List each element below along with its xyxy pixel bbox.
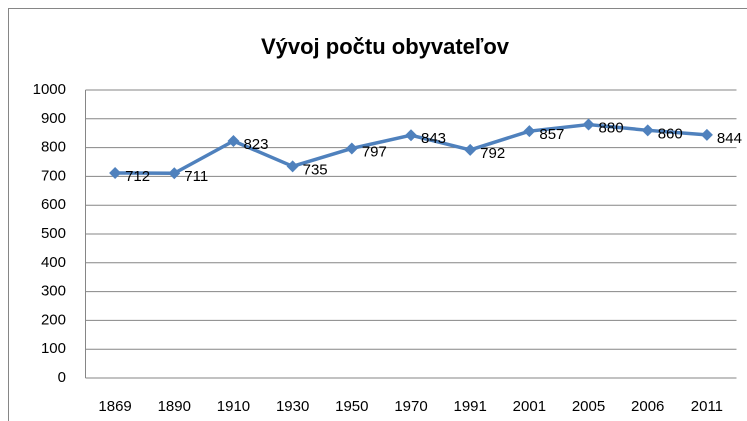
- data-label: 857: [539, 126, 564, 143]
- x-tick-label: 2001: [513, 398, 546, 415]
- marker: [286, 160, 299, 173]
- y-tick-label: 600: [41, 196, 66, 213]
- y-tick-label: 400: [41, 254, 66, 271]
- data-label: 844: [717, 130, 742, 147]
- marker: [345, 142, 358, 155]
- x-tick-label: 1910: [217, 398, 250, 415]
- data-label: 860: [658, 125, 683, 142]
- marker: [582, 118, 595, 131]
- y-tick-label: 200: [41, 311, 66, 328]
- y-tick-label: 1000: [33, 81, 66, 98]
- x-tick-label: 1970: [394, 398, 427, 415]
- data-label: 843: [421, 130, 446, 147]
- x-tick-label: 1869: [98, 398, 131, 415]
- y-tick-label: 500: [41, 225, 66, 242]
- y-tick-label: 800: [41, 139, 66, 156]
- x-tick-label: 2006: [631, 398, 664, 415]
- data-label: 711: [184, 168, 208, 185]
- y-tick-label: 900: [41, 110, 66, 127]
- chart-title: Vývoj počtu obyvateľov: [261, 34, 510, 59]
- marker: [405, 129, 417, 142]
- marker: [641, 124, 654, 137]
- data-label: 823: [243, 136, 268, 153]
- y-tick-label: 100: [41, 340, 66, 357]
- marker: [227, 134, 240, 147]
- y-tick-label: 300: [41, 283, 66, 300]
- marker: [109, 166, 122, 179]
- x-tick-label: 1890: [158, 398, 191, 415]
- x-tick-label: 2005: [572, 398, 605, 415]
- data-label: 792: [480, 145, 505, 162]
- x-tick-label: 1950: [335, 398, 368, 415]
- x-tick-label: 2011: [691, 398, 723, 415]
- y-tick-label: 700: [41, 167, 66, 184]
- marker: [523, 125, 536, 138]
- y-tick-label: 0: [58, 369, 66, 386]
- marker: [700, 128, 713, 141]
- x-tick-label: 1991: [453, 398, 486, 415]
- data-label: 797: [362, 143, 387, 160]
- marker: [464, 143, 477, 156]
- data-label: 735: [303, 161, 328, 178]
- chart-border: [8, 8, 747, 421]
- x-tick-label: 1930: [276, 398, 309, 415]
- marker: [168, 167, 181, 180]
- data-label: 712: [125, 168, 150, 185]
- data-label: 880: [599, 120, 624, 137]
